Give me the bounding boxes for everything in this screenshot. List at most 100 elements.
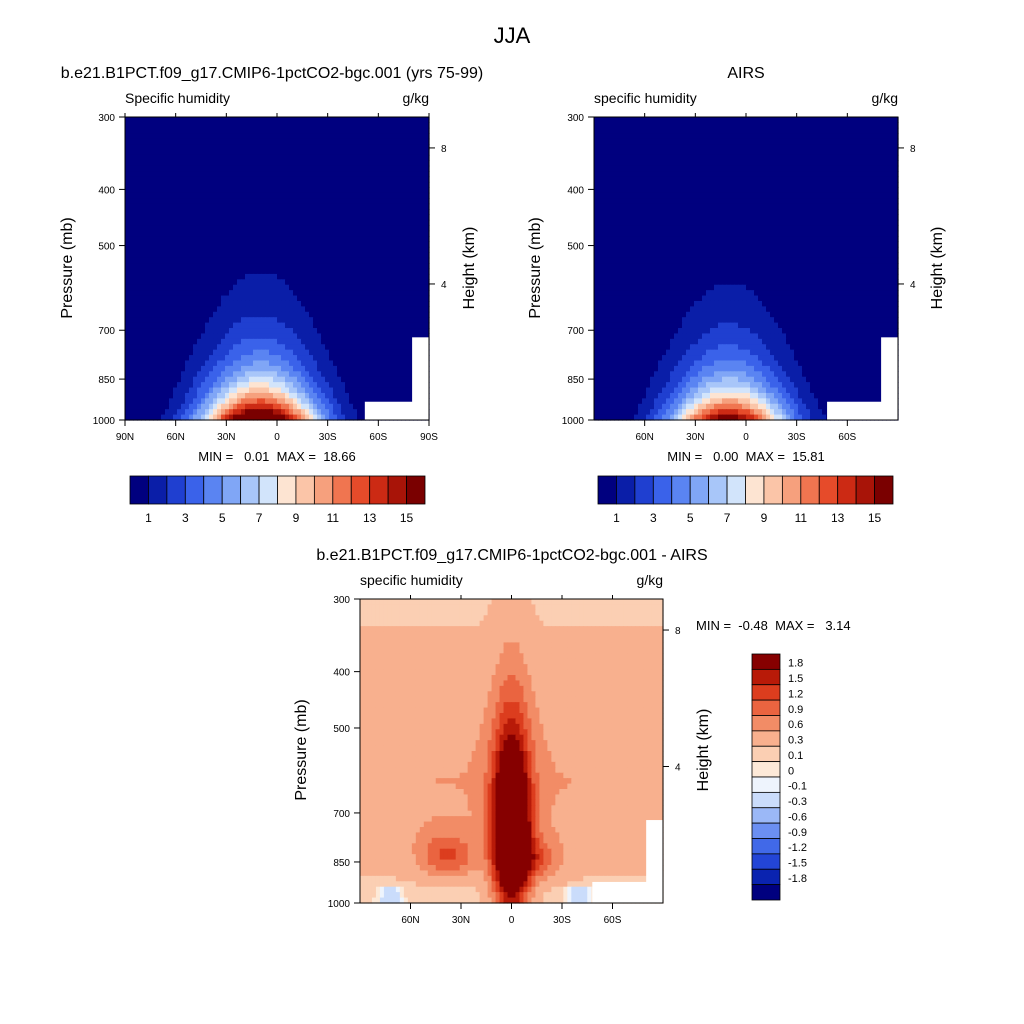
- heatmap-cell: [209, 149, 214, 156]
- heatmap-cell: [349, 127, 354, 134]
- heatmap-cell: [614, 144, 619, 151]
- heatmap-cell: [882, 138, 887, 145]
- heatmap-cell: [766, 127, 771, 134]
- heatmap-cell: [686, 154, 691, 161]
- heatmap-cell: [305, 382, 310, 389]
- heatmap-cell: [177, 311, 182, 318]
- heatmap-cell: [285, 230, 290, 237]
- heatmap-cell: [321, 409, 326, 416]
- heatmap-cell: [213, 306, 218, 313]
- heatmap-cell: [209, 360, 214, 367]
- heatmap-cell: [269, 311, 274, 318]
- heatmap-cell: [129, 236, 134, 243]
- heatmap-cell: [341, 295, 346, 302]
- heatmap-cell: [125, 382, 130, 389]
- heatmap-cell: [229, 268, 234, 275]
- heatmap-cell: [217, 160, 222, 167]
- heatmap-cell: [333, 208, 338, 215]
- heatmap-cell: [197, 127, 202, 134]
- heatmap-cell: [201, 376, 206, 383]
- heatmap-cell: [253, 144, 258, 151]
- heatmap-cell: [357, 192, 362, 199]
- heatmap-cell: [149, 214, 154, 221]
- heatmap-cell: [253, 355, 258, 362]
- heatmap-cell: [614, 127, 619, 134]
- heatmap-cell: [325, 290, 330, 297]
- heatmap-cell: [830, 117, 835, 124]
- heatmap-cell: [425, 127, 430, 134]
- heatmap-cell: [281, 371, 286, 378]
- heatmap-cell: [369, 127, 374, 134]
- heatmap-cell: [714, 144, 719, 151]
- heatmap-cell: [838, 144, 843, 151]
- heatmap-cell: [814, 127, 819, 134]
- heatmap-cell: [185, 371, 190, 378]
- heatmap-cell: [289, 149, 294, 156]
- heatmap-cell: [397, 263, 402, 270]
- heatmap-cell: [309, 387, 314, 394]
- heatmap-cell: [249, 127, 254, 134]
- heatmap-cell: [205, 241, 210, 248]
- heatmap-cell: [157, 203, 162, 210]
- heatmap-cell: [726, 138, 731, 145]
- heatmap-cell: [265, 117, 270, 124]
- heatmap-cell: [249, 284, 254, 291]
- heatmap-cell: [297, 257, 302, 264]
- heatmap-cell: [894, 122, 899, 129]
- heatmap-cell: [173, 214, 178, 221]
- heatmap-cell: [277, 241, 282, 248]
- heatmap-cell: [217, 241, 222, 248]
- heatmap-cell: [321, 138, 326, 145]
- heatmap-cell: [185, 230, 190, 237]
- heatmap-cell: [385, 246, 390, 253]
- heatmap-cell: [281, 392, 286, 399]
- heatmap-cell: [674, 160, 679, 167]
- heatmap-cell: [333, 187, 338, 194]
- heatmap-cell: [261, 300, 266, 307]
- heatmap-cell: [401, 138, 406, 145]
- heatmap-cell: [393, 263, 398, 270]
- heatmap-cell: [293, 263, 298, 270]
- heatmap-cell: [341, 268, 346, 275]
- heatmap-cell: [345, 252, 350, 259]
- heatmap-cell: [237, 322, 242, 329]
- heatmap-cell: [237, 306, 242, 313]
- heatmap-cell: [353, 149, 358, 156]
- heatmap-cell: [594, 154, 599, 161]
- heatmap-cell: [213, 230, 218, 237]
- heatmap-cell: [153, 127, 158, 134]
- heatmap-cell: [145, 355, 150, 362]
- heatmap-cell: [193, 268, 198, 275]
- heatmap-cell: [341, 208, 346, 215]
- heatmap-cell: [229, 246, 234, 253]
- heatmap-cell: [169, 322, 174, 329]
- heatmap-cell: [405, 382, 410, 389]
- heatmap-cell: [169, 300, 174, 307]
- heatmap-cell: [393, 382, 398, 389]
- heatmap-cell: [373, 360, 378, 367]
- heatmap-cell: [706, 149, 711, 156]
- heatmap-cell: [866, 144, 871, 151]
- heatmap-cell: [161, 311, 166, 318]
- heatmap-cell: [249, 355, 254, 362]
- heatmap-cell: [317, 311, 322, 318]
- heatmap-cell: [273, 284, 278, 291]
- heatmap-cell: [341, 198, 346, 205]
- heatmap-cell: [201, 311, 206, 318]
- heatmap-cell: [385, 198, 390, 205]
- heatmap-cell: [369, 171, 374, 178]
- heatmap-cell: [361, 160, 366, 167]
- heatmap-cell: [181, 284, 186, 291]
- heatmap-cell: [389, 371, 394, 378]
- heatmap-cell: [265, 387, 270, 394]
- heatmap-cell: [213, 225, 218, 232]
- heatmap-cell: [313, 387, 318, 394]
- heatmap-cell: [365, 387, 370, 394]
- heatmap-cell: [373, 398, 378, 405]
- heatmap-cell: [193, 154, 198, 161]
- heatmap-cell: [173, 257, 178, 264]
- heatmap-cell: [165, 414, 170, 421]
- heatmap-cell: [309, 165, 314, 172]
- heatmap-cell: [329, 133, 334, 140]
- heatmap-cell: [261, 355, 266, 362]
